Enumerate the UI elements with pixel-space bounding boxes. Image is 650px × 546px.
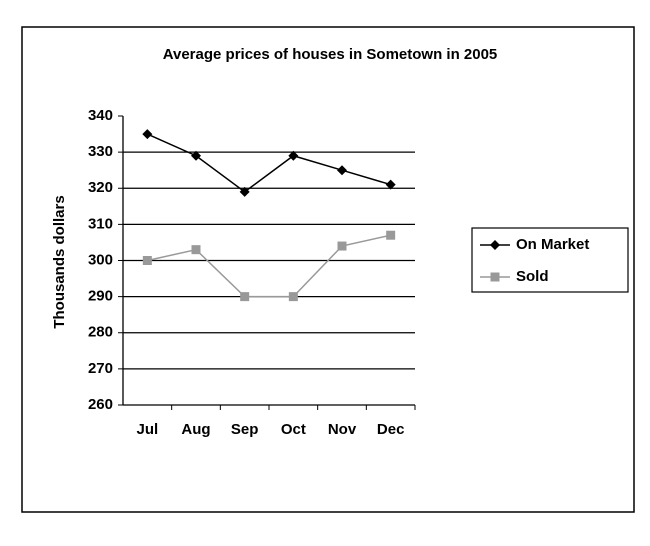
point — [239, 186, 250, 197]
point — [288, 292, 298, 302]
y-tick-label: 260 — [88, 396, 113, 413]
point — [386, 230, 396, 240]
point — [142, 256, 152, 265]
y-tick-label: 330 — [88, 143, 113, 160]
series-line — [147, 234, 391, 298]
series-line — [147, 133, 391, 193]
y-axis-label: Thousands dollars — [51, 195, 68, 328]
legend-marker — [490, 272, 500, 282]
y-tick-label: 300 — [88, 251, 113, 268]
chart-title: Average prices of houses in Sometown in … — [163, 46, 498, 63]
point — [142, 129, 153, 140]
point — [337, 165, 347, 176]
point — [191, 245, 201, 255]
x-tick-label: Nov — [328, 421, 357, 438]
x-tick-label: Dec — [377, 421, 405, 438]
y-tick-label: 280 — [88, 324, 113, 341]
legend-marker — [490, 240, 500, 250]
y-tick-label: 310 — [88, 215, 113, 232]
point — [191, 150, 201, 161]
y-tick-label: 290 — [88, 288, 113, 305]
point — [240, 292, 250, 302]
point — [385, 179, 396, 190]
y-tick-label: 320 — [88, 179, 113, 196]
legend-label: On Market — [516, 236, 589, 253]
y-tick-label: 340 — [88, 107, 113, 124]
x-tick-label: Sep — [231, 421, 259, 438]
legend-label: Sold — [516, 268, 549, 285]
x-tick-label: Oct — [281, 421, 306, 438]
y-tick-label: 270 — [88, 360, 113, 377]
point — [337, 241, 347, 251]
x-tick-label: Aug — [181, 421, 210, 438]
point — [288, 150, 299, 161]
x-tick-label: Jul — [136, 421, 158, 438]
